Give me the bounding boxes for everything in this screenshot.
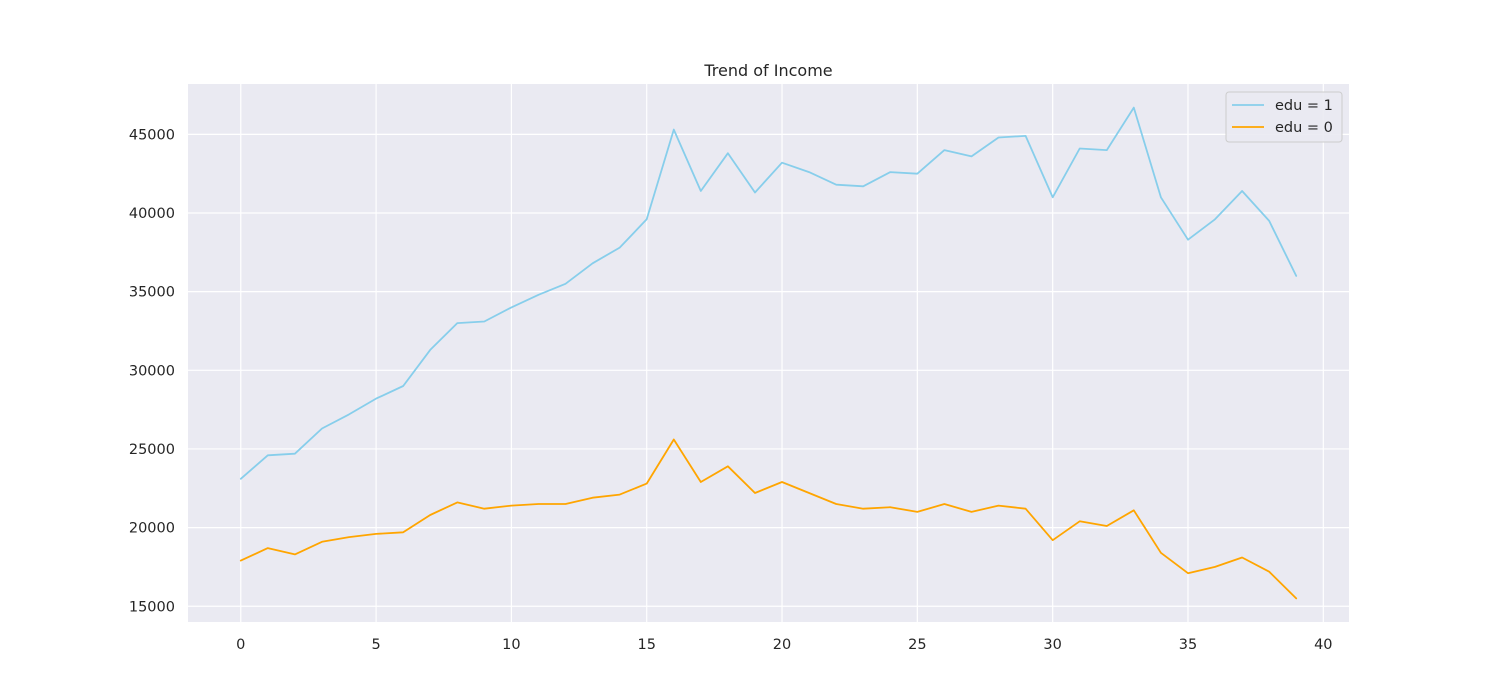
y-tick-label: 30000 — [129, 363, 175, 379]
y-tick-label: 45000 — [129, 127, 175, 143]
x-tick-label: 15 — [637, 637, 655, 653]
y-tick-label: 25000 — [129, 442, 175, 458]
x-tick-label: 20 — [773, 637, 791, 653]
y-tick-label: 40000 — [129, 206, 175, 222]
y-tick-label: 20000 — [129, 521, 175, 537]
legend: edu = 1 edu = 0 — [1225, 91, 1343, 143]
x-tick-label: 25 — [908, 637, 926, 653]
plot-background — [188, 84, 1349, 622]
y-tick-label: 35000 — [129, 285, 175, 301]
series-lines — [239, 106, 1298, 600]
legend-label: edu = 0 — [1275, 120, 1333, 136]
x-tick-label: 35 — [1179, 637, 1197, 653]
series-line-edu-1 — [239, 106, 1298, 480]
x-tick-label: 40 — [1314, 637, 1332, 653]
x-tick-label: 30 — [1043, 637, 1061, 653]
series-line-edu-0 — [239, 438, 1298, 600]
y-axis-ticks: 15000 20000 25000 30000 35000 40000 45000 — [129, 127, 175, 615]
legend-label: edu = 1 — [1275, 98, 1333, 114]
x-axis-ticks: 0 5 10 15 20 25 30 35 40 — [236, 637, 1332, 653]
y-tick-label: 15000 — [129, 599, 175, 615]
x-tick-label: 10 — [502, 637, 520, 653]
x-tick-label: 0 — [236, 637, 245, 653]
chart-title: Trend of Income — [703, 61, 832, 80]
x-tick-label: 5 — [371, 637, 380, 653]
